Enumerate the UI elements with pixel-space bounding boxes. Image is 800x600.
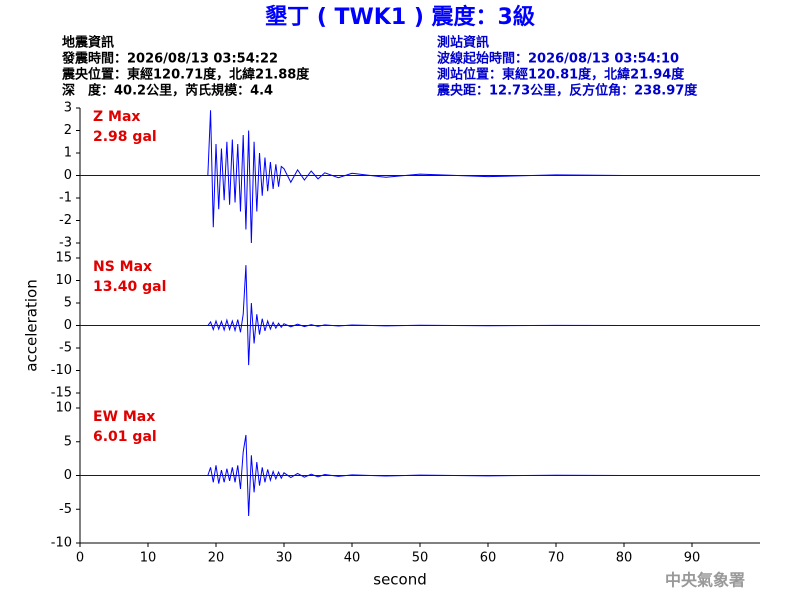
y-tick-label: -5 <box>59 502 72 517</box>
x-tick-label: 60 <box>480 551 497 566</box>
station-info: 測站位置：東經120.81度，北緯21.94度 <box>437 67 685 83</box>
y-tick-label: -3 <box>59 236 72 251</box>
y-tick-label: -10 <box>51 536 72 551</box>
y-tick-label: 10 <box>55 273 72 288</box>
x-tick-label: 90 <box>684 551 701 566</box>
y-tick-label: -5 <box>59 341 72 356</box>
waveform <box>80 110 760 244</box>
x-tick-label: 70 <box>548 551 565 566</box>
chart-title: 墾丁 ( TWK1 ) 震度：3級 <box>265 4 535 30</box>
waveform <box>80 265 760 366</box>
x-tick-label: 80 <box>616 551 633 566</box>
y-tick-label: 15 <box>55 251 72 266</box>
y-tick-label: 0 <box>64 318 72 333</box>
x-tick-label: 20 <box>208 551 225 566</box>
y-tick-label: -10 <box>51 363 72 378</box>
x-axis-label: second <box>373 571 427 589</box>
waveform <box>80 434 760 517</box>
y-tick-label: -2 <box>59 213 72 228</box>
footer: 中央氣象署 <box>665 571 745 590</box>
y-tick-label: 5 <box>64 434 72 449</box>
panel-label: EW Max <box>93 409 155 425</box>
y-tick-label: -1 <box>59 191 72 206</box>
station-info: 震央距：12.73公里，反方位角：238.97度 <box>436 83 698 99</box>
event-info: 發震時間：2026/08/13 03:54:22 <box>61 51 278 67</box>
y-tick-label: 10 <box>55 401 72 416</box>
y-tick-label: -15 <box>51 386 72 401</box>
x-tick-label: 40 <box>344 551 361 566</box>
y-tick-label: 5 <box>64 296 72 311</box>
panel-max: 13.40 gal <box>93 279 166 295</box>
panel-label: Z Max <box>93 109 140 125</box>
panel-max: 6.01 gal <box>93 429 157 445</box>
panel-max: 2.98 gal <box>93 129 157 145</box>
y-tick-label: 0 <box>64 468 72 483</box>
event-info: 震央位置：東經120.71度，北緯21.88度 <box>61 67 310 83</box>
event-info: 地震資訊 <box>62 35 114 51</box>
y-tick-label: 0 <box>64 168 72 183</box>
x-tick-label: 30 <box>276 551 293 566</box>
station-info: 波線起始時間：2026/08/13 03:54:10 <box>437 51 679 67</box>
station-info: 測站資訊 <box>437 35 489 51</box>
x-tick-label: 50 <box>412 551 429 566</box>
x-tick-label: 10 <box>140 551 157 566</box>
x-tick-label: 0 <box>76 551 84 566</box>
y-tick-label: 2 <box>64 123 72 138</box>
panel-label: NS Max <box>93 259 152 275</box>
event-info: 深 度：40.2公里，芮氏規模：4.4 <box>62 83 273 99</box>
y-tick-label: 3 <box>64 101 72 116</box>
y-axis-label: acceleration <box>23 279 41 371</box>
y-tick-label: 1 <box>64 146 72 161</box>
